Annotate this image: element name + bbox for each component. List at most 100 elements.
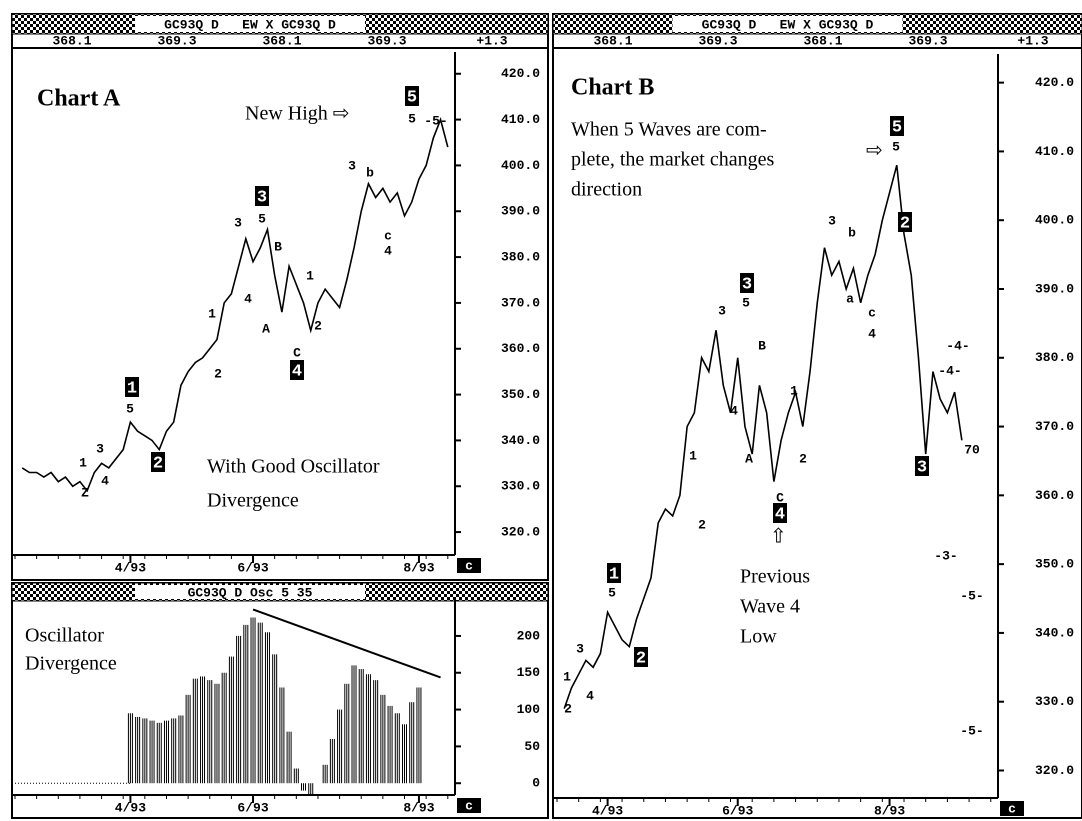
quote-value: 369.3 (367, 33, 406, 48)
corner-label: c (465, 798, 473, 813)
wave-label: 2 (314, 318, 322, 333)
wave-label: 5 (892, 139, 900, 154)
wave-label: 1 (306, 268, 314, 283)
wave-label: 1 (689, 448, 697, 463)
chart-title: Chart A (37, 86, 121, 112)
wave-label: c (868, 305, 876, 320)
y-tick-label: 380.0 (501, 250, 540, 265)
wave-label: -5- (960, 723, 983, 738)
wave-label: 4 (775, 505, 785, 524)
wave-box (125, 377, 139, 397)
wave-label: 1 (609, 565, 619, 584)
header-label: GC93Q D EW X GC93Q D (702, 17, 874, 32)
wave-label: 1 (208, 306, 216, 321)
wave-label: 5 (892, 118, 902, 137)
price-line (563, 164, 963, 709)
annotation: ⇨ (866, 140, 883, 162)
wave-box (890, 116, 904, 136)
annotation: Low (740, 626, 777, 648)
wave-label: 4 (730, 403, 738, 418)
corner-label: c (1008, 801, 1016, 816)
y-tick-label: 370.0 (1035, 419, 1074, 434)
wave-label: C (776, 490, 784, 505)
wave-label: Z (81, 485, 89, 500)
x-tick-label: 8/93 (403, 560, 434, 575)
header-label-bg (135, 585, 365, 599)
x-tick-label: 4/93 (592, 803, 623, 818)
y-tick-label: 410.0 (1035, 144, 1074, 159)
wave-label: 2 (900, 214, 910, 233)
wave-label: 4 (868, 326, 876, 341)
corner-box (457, 558, 481, 573)
y-tick-label: 400.0 (1035, 213, 1074, 228)
y-tick-label: 200 (517, 628, 541, 643)
x-tick-label: 4/93 (115, 560, 146, 575)
wave-label: 4 (384, 243, 392, 258)
wave-label: 5 (742, 295, 750, 310)
quote-value: 368.1 (593, 33, 632, 48)
wave-label: 70 (964, 442, 980, 457)
y-tick-label: 350.0 (501, 387, 540, 402)
annotation: plete, the market changes (571, 149, 774, 171)
header-label-bg (672, 16, 903, 32)
annotation: New High ⇨ (245, 103, 350, 125)
wave-label: 2 (153, 454, 163, 473)
wave-label: 3 (257, 188, 267, 207)
annotation: Previous (740, 566, 810, 588)
wave-box (740, 273, 754, 293)
wave-box (915, 456, 929, 476)
wave-label: -4- (938, 363, 961, 378)
wave-label: 3 (917, 458, 927, 477)
wave-label: a (846, 291, 854, 306)
wave-label: 3 (742, 275, 752, 294)
chart-title: Chart B (571, 75, 654, 101)
y-tick-label: 320.0 (1035, 763, 1074, 778)
wave-label: 1 (79, 455, 87, 470)
quote-value: 368.1 (262, 33, 301, 48)
wave-label: 5 (407, 88, 417, 107)
annotation: direction (571, 179, 642, 201)
wave-box (405, 86, 419, 106)
wave-label: 2 (636, 649, 646, 668)
y-tick-label: 350.0 (1035, 557, 1074, 572)
y-tick-label: 410.0 (501, 112, 540, 127)
wave-label: b (366, 165, 374, 180)
wave-label: 3 (234, 215, 242, 230)
wave-box (151, 452, 165, 472)
wave-label: -5- (960, 588, 983, 603)
wave-label: B (758, 338, 766, 353)
x-tick-label: 6/93 (722, 803, 753, 818)
wave-label: 3 (348, 158, 356, 173)
wave-label: 1 (127, 379, 137, 398)
wave-label: 2 (214, 366, 222, 381)
quote-value: +1.3 (476, 33, 507, 48)
quote-value: 368.1 (52, 33, 91, 48)
wave-label: 4 (586, 688, 594, 703)
wave-box (255, 186, 269, 206)
annotation: With Good Oscillator (207, 456, 380, 478)
wave-box (290, 360, 304, 380)
annotation: ⇧ (770, 526, 787, 548)
quote-value: 368.1 (803, 33, 842, 48)
y-tick-label: 150 (517, 665, 541, 680)
wave-label: A (262, 321, 270, 336)
y-tick-label: 370.0 (501, 295, 540, 310)
wave-label: -4- (946, 338, 969, 353)
quote-value: 369.3 (698, 33, 737, 48)
wave-box (607, 563, 621, 583)
quote-value: 369.3 (157, 33, 196, 48)
wave-label: C (293, 345, 301, 360)
wave-label: 5 (608, 585, 616, 600)
y-tick-label: 50 (524, 739, 540, 754)
wave-label: 4 (244, 291, 252, 306)
wave-label: 5 (408, 111, 416, 126)
y-tick-label: 390.0 (1035, 281, 1074, 296)
wave-label: c (384, 228, 392, 243)
y-tick-label: 340.0 (501, 433, 540, 448)
wave-label: 2 (698, 517, 706, 532)
y-tick-label: 330.0 (1035, 694, 1074, 709)
x-tick-label: 4/93 (115, 800, 146, 815)
header-label: GC93Q D EW X GC93Q D (164, 17, 336, 32)
corner-box (1000, 801, 1024, 816)
